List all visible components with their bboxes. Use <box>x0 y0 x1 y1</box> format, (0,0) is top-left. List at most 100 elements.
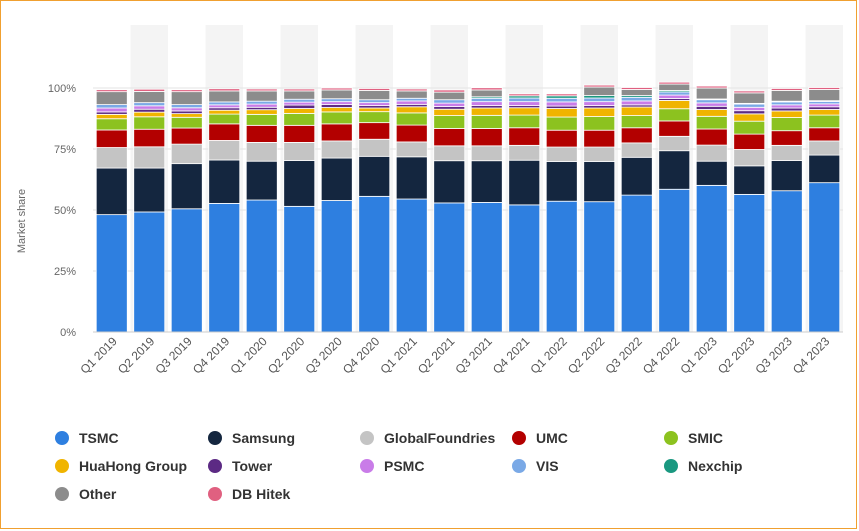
bar-segment <box>395 124 428 143</box>
bar-segment <box>470 97 503 103</box>
bar-segment <box>170 89 203 93</box>
x-tick-label: Q4 2021 <box>490 334 533 377</box>
bar-segment <box>133 108 166 113</box>
bar-segment <box>620 142 653 158</box>
bar-segment <box>658 150 691 190</box>
bar-segment <box>170 143 203 165</box>
x-tick-label: Q1 2023 <box>677 334 720 377</box>
bar-segment <box>770 88 803 91</box>
bar-segment <box>808 89 841 102</box>
bar-segment <box>170 116 203 129</box>
bar-segment <box>620 115 653 129</box>
bar-segment <box>620 100 653 106</box>
bar-segment <box>433 202 466 333</box>
bar-segment <box>283 88 316 92</box>
bar-segment <box>95 104 128 109</box>
bar-segment <box>470 114 503 129</box>
bar-segment <box>470 107 503 116</box>
bar-segment <box>433 106 466 110</box>
bar-segment <box>433 115 466 129</box>
bar-segment <box>695 85 728 89</box>
bar-segment <box>283 98 316 103</box>
bar-segment <box>170 110 203 115</box>
bar-segment <box>95 147 128 169</box>
bar-segment <box>770 90 803 102</box>
bar-segment <box>470 101 503 106</box>
bar-segment <box>133 111 166 118</box>
bar-segment <box>770 101 803 106</box>
y-tick-label: 75% <box>54 144 76 156</box>
bar-segment <box>320 89 353 100</box>
x-tick-label: Q1 2019 <box>77 334 120 377</box>
bar-segment <box>545 129 578 148</box>
bar-segment <box>808 114 841 129</box>
bar-segment <box>545 108 578 118</box>
bar-segment <box>658 83 691 91</box>
bar-segment <box>133 128 166 148</box>
bar-segment <box>95 107 128 113</box>
bar-segment <box>695 115 728 130</box>
bar-segment <box>245 199 278 333</box>
bar-segment <box>583 86 616 96</box>
bar-segment <box>95 118 128 131</box>
bar-segment <box>95 91 128 105</box>
bar-segment <box>695 160 728 186</box>
bar-segment <box>508 101 541 106</box>
bar-segment <box>283 205 316 333</box>
bar-segment <box>733 110 766 115</box>
bar-segment <box>733 90 766 94</box>
bar-segment <box>470 160 503 203</box>
bar-segment <box>808 87 841 90</box>
bar-segment <box>208 101 241 106</box>
bar-segment <box>133 167 166 213</box>
bar-segment <box>770 104 803 109</box>
bar-segment <box>470 145 503 162</box>
bar-segment <box>133 146 166 169</box>
bar-segment <box>733 165 766 195</box>
bar-segment <box>433 91 466 101</box>
bar-segment <box>95 89 128 93</box>
bar-segment <box>133 102 166 107</box>
bar-segment <box>583 107 616 117</box>
bar-segment <box>133 91 166 104</box>
bar-segment <box>770 107 803 112</box>
bar-segment <box>808 154 841 184</box>
bar-segment <box>170 163 203 210</box>
bar-segment <box>395 100 428 105</box>
bar-segment <box>620 156 653 196</box>
bar-segment <box>620 87 653 90</box>
bar-segment <box>620 194 653 333</box>
bar-segment <box>695 109 728 117</box>
bar-segment <box>470 87 503 91</box>
bar-segment <box>658 91 691 96</box>
bar-segment <box>508 114 541 129</box>
bar-segment <box>583 101 616 106</box>
bar-segment <box>358 90 391 101</box>
bar-segment <box>283 112 316 126</box>
bar-segment <box>808 106 841 110</box>
bar-segment <box>620 96 653 102</box>
bar-segment <box>508 144 541 161</box>
bar-segment <box>320 200 353 333</box>
x-tick-label: Q3 2022 <box>602 334 645 377</box>
bar-segment <box>508 127 541 146</box>
bar-segment <box>208 113 241 125</box>
bar-segment <box>395 97 428 102</box>
bar-segment <box>395 112 428 126</box>
bar-segment <box>583 201 616 333</box>
bar-segment <box>545 146 578 162</box>
bar-segment <box>358 195 391 333</box>
bar-segment <box>508 97 541 103</box>
bar-segment <box>733 193 766 333</box>
bar-segment <box>433 108 466 116</box>
bar-segment <box>320 123 353 142</box>
bar-segment <box>733 92 766 104</box>
bar-segment <box>208 123 241 141</box>
bar-segment <box>170 107 203 112</box>
x-tick-label: Q3 2021 <box>452 334 495 377</box>
bar-segment <box>208 203 241 333</box>
x-tick-label: Q3 2020 <box>302 334 345 377</box>
y-tick-label: 100% <box>48 83 76 95</box>
bar-segment <box>245 103 278 108</box>
bar-segment <box>770 144 803 161</box>
